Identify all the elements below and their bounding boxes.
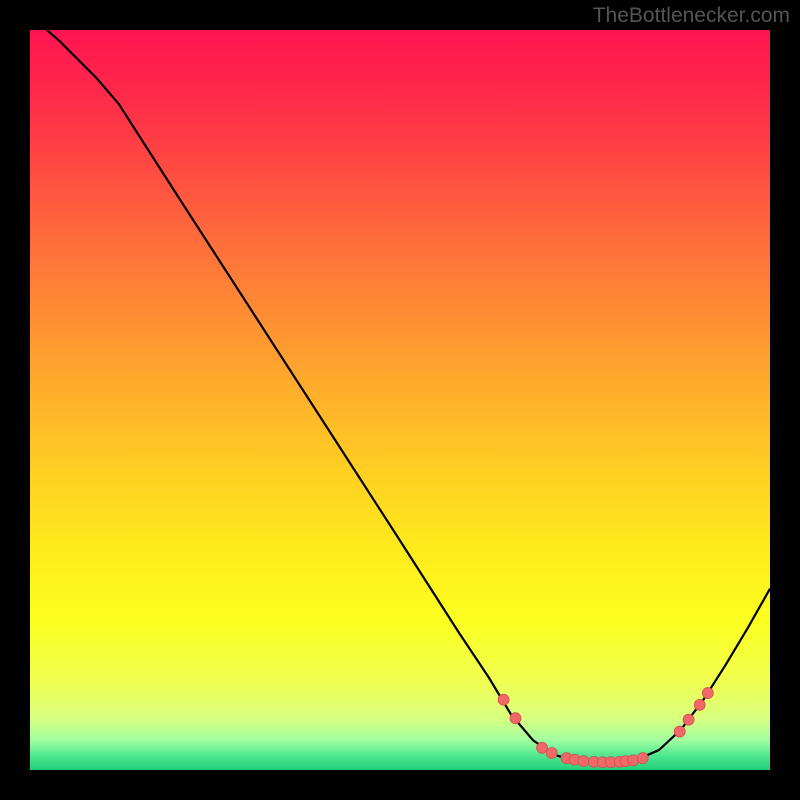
data-marker — [498, 694, 509, 705]
data-marker — [578, 756, 589, 767]
data-marker — [702, 688, 713, 699]
data-marker — [537, 742, 548, 753]
chart-overlay — [30, 30, 770, 770]
data-marker — [637, 753, 648, 764]
data-marker — [546, 747, 557, 758]
data-marker — [510, 713, 521, 724]
data-marker — [694, 699, 705, 710]
data-marker — [683, 714, 694, 725]
bottleneck-curve — [30, 30, 770, 763]
watermark-text: TheBottlenecker.com — [593, 4, 790, 28]
data-markers — [498, 688, 713, 768]
data-marker — [628, 755, 639, 766]
plot-area — [30, 30, 770, 770]
data-marker — [674, 726, 685, 737]
